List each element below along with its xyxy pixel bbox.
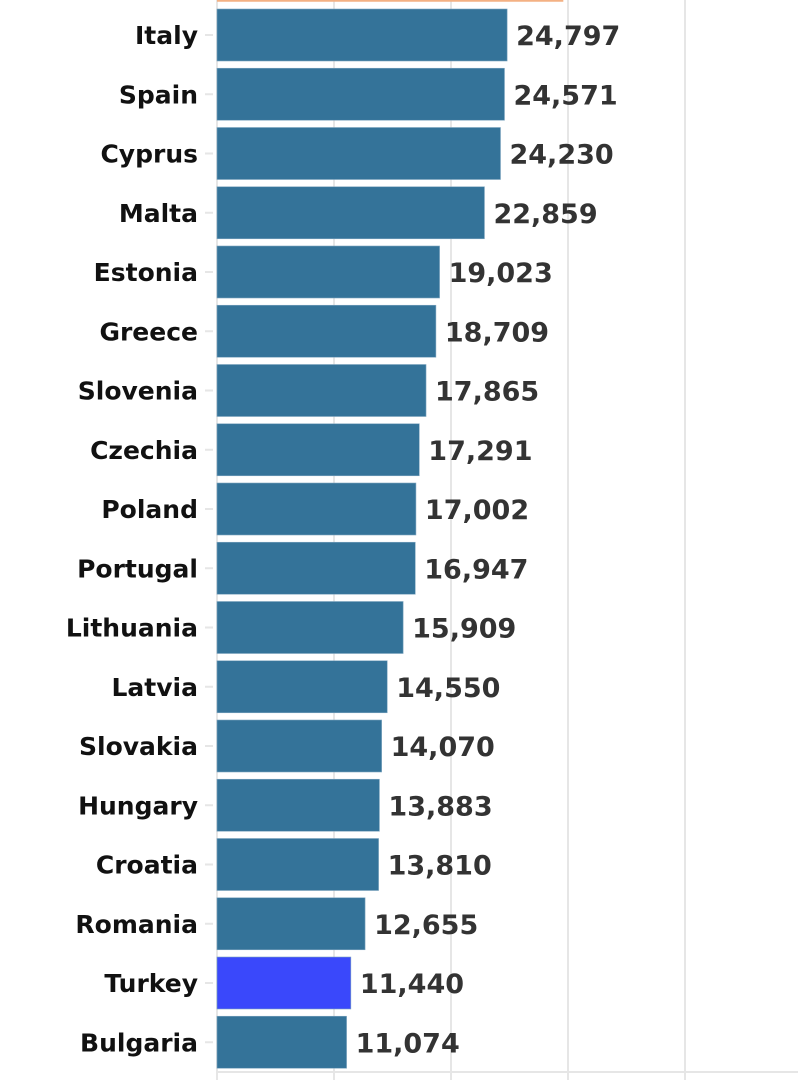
value-label: 17,002 [425, 495, 529, 526]
value-label: 22,859 [493, 199, 597, 230]
value-label: 14,070 [391, 732, 495, 763]
category-label: Spain [119, 80, 198, 109]
category-label: Hungary [78, 791, 198, 820]
value-label: 17,291 [428, 436, 532, 467]
category-label: Greece [99, 317, 198, 346]
bar-turkey [216, 956, 352, 1010]
category-label: Estonia [94, 258, 198, 287]
category-label: Bulgaria [80, 1028, 198, 1057]
bar-romania [216, 897, 366, 951]
bar-poland [216, 482, 417, 536]
bar-cyprus [216, 127, 501, 180]
category-label: Latvia [112, 673, 199, 702]
bar-bulgaria [216, 1015, 347, 1069]
bar-greece [216, 304, 437, 358]
category-label: Romania [75, 910, 198, 939]
bar-slovenia [216, 364, 427, 417]
value-label: 24,797 [516, 21, 620, 52]
category-label: Slovakia [79, 732, 198, 761]
bar-lithuania [216, 601, 404, 654]
value-label: 16,947 [424, 554, 528, 585]
category-label: Poland [101, 495, 198, 524]
bar-portugal [216, 541, 416, 595]
bar-estonia [216, 245, 440, 299]
bar-hungary [216, 778, 380, 832]
category-label: Italy [135, 21, 198, 50]
bar-croatia [216, 838, 379, 891]
value-label: 12,655 [374, 910, 478, 941]
value-label: 24,230 [509, 140, 613, 171]
value-label: 15,909 [412, 614, 516, 645]
bar-italy [216, 8, 508, 62]
category-label: Croatia [96, 851, 198, 880]
category-label: Malta [119, 199, 198, 228]
category-label: Slovenia [78, 377, 198, 406]
category-label: Lithuania [66, 614, 198, 643]
value-label: 19,023 [449, 258, 553, 289]
value-label: 13,883 [388, 791, 492, 822]
bar-malta [216, 186, 485, 240]
bar-czechia [216, 423, 420, 477]
value-label: 18,709 [445, 317, 549, 348]
bar-slovakia [216, 719, 382, 773]
category-label: Portugal [77, 554, 198, 583]
category-label: Turkey [104, 969, 198, 998]
category-label: Cyprus [100, 140, 198, 169]
bar-spain [216, 67, 505, 121]
value-label: 11,074 [356, 1028, 460, 1059]
value-label: 24,571 [513, 80, 617, 111]
value-label: 17,865 [435, 377, 539, 408]
value-label: 13,810 [388, 851, 492, 882]
value-label: 14,550 [396, 673, 500, 704]
value-label: 11,440 [360, 969, 464, 1000]
category-label: Czechia [90, 436, 198, 465]
bar-latvia [216, 660, 388, 714]
bar-partial-top [217, 0, 564, 2]
